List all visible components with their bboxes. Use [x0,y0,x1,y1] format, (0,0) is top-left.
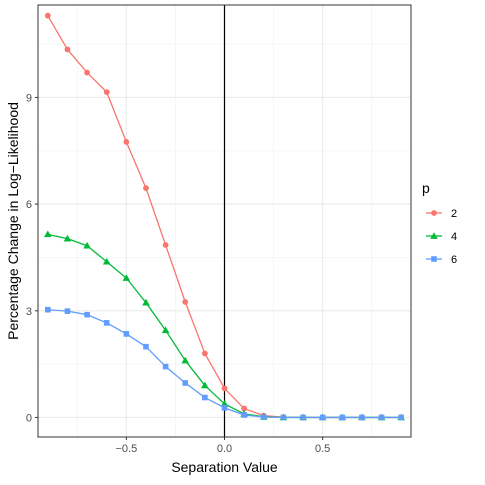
legend-label-4: 4 [451,231,457,243]
plot-area [37,4,412,438]
data-point-6 [202,394,208,401]
data-point-6 [260,414,267,420]
legend-marker-2 [431,210,437,216]
data-point-2 [103,89,110,96]
data-point-6 [378,414,385,421]
legend-marker-4 [430,232,438,239]
y-tick-label: 6 [26,199,32,211]
data-point-4 [102,257,111,265]
series-6 [45,306,404,421]
data-point-2 [44,12,51,19]
data-point-4 [161,326,170,334]
data-point-6 [103,320,110,326]
legend-label-6: 6 [451,254,457,266]
data-point-6 [300,414,306,421]
data-point-4 [142,298,150,306]
data-point-6 [398,414,404,421]
y-tick-label: 0 [26,412,32,424]
data-point-4 [181,356,190,364]
data-point-4 [201,381,209,389]
legend-marker-6 [431,256,437,262]
data-point-6 [182,380,189,386]
data-point-2 [84,69,90,76]
data-point-6 [280,414,287,421]
data-point-2 [64,46,71,53]
x-tick-label: 0.5 [315,443,330,455]
legend: p 2 4 6 [422,180,457,269]
data-point-2 [123,138,130,145]
legend-label-2: 2 [451,208,457,220]
data-point-6 [123,331,130,337]
data-point-6 [241,412,247,418]
data-point-2 [221,385,228,392]
data-point-6 [64,308,71,314]
data-point-2 [201,350,208,357]
data-point-2 [143,185,149,192]
x-axis-title: Separation Value [171,459,278,475]
data-point-6 [319,414,326,421]
data-point-4 [44,230,52,238]
data-point-2 [241,405,248,412]
data-point-4 [83,241,91,249]
data-point-2 [162,242,169,248]
x-tick-label: −0.5 [115,443,137,455]
data-point-6 [84,311,90,318]
y-tick-label: 9 [26,92,32,104]
y-axis-title: Percentage Change in Log−Likelihood [5,102,21,340]
data-point-6 [162,363,169,370]
data-point-6 [45,306,51,313]
legend-title: p [422,180,430,196]
data-point-4 [122,274,131,281]
axes: Separation Value Percentage Change in Lo… [5,92,330,475]
y-tick-label: 3 [26,306,32,318]
data-point-6 [143,343,149,350]
data-point-6 [359,414,365,421]
x-tick-label: 0.0 [217,443,232,455]
data-point-4 [63,234,72,242]
data-point-6 [339,414,346,421]
data-point-2 [182,298,189,305]
data-point-6 [221,405,228,411]
